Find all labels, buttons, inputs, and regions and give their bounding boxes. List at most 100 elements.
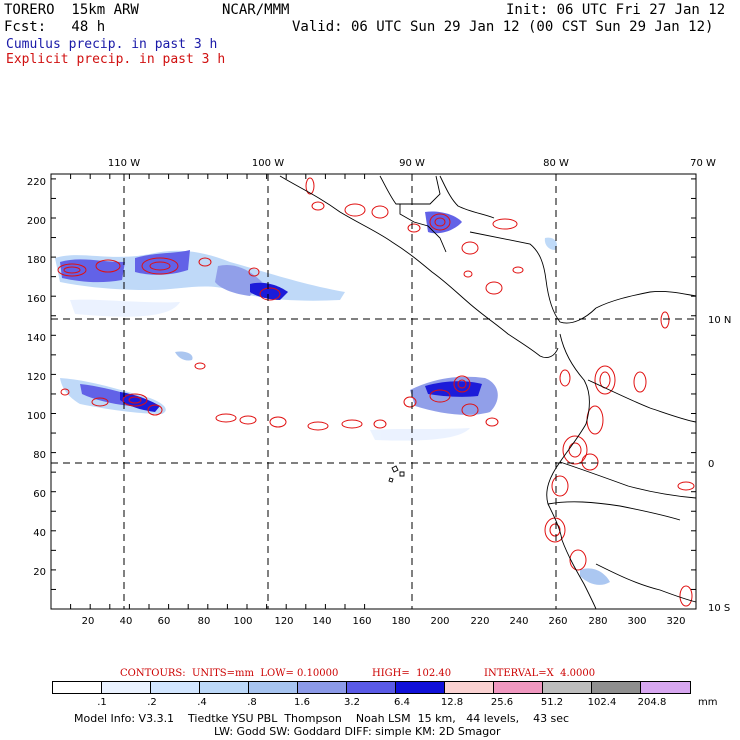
color-scale-level: 12.8	[440, 697, 464, 708]
color-swatch	[641, 682, 690, 693]
lon-label-90w: 90 W	[399, 158, 425, 169]
color-swatch	[151, 682, 200, 693]
color-scale-level: 204.8	[637, 697, 667, 708]
x-tick-label: 160	[352, 616, 371, 627]
x-tick-label: 120	[274, 616, 293, 627]
y-tick-label: 100	[27, 411, 46, 422]
x-tick-label: 200	[430, 616, 449, 627]
cumulus-precip-label: Cumulus precip. in past 3 h	[6, 37, 218, 52]
model-info-line1: Model Info: V3.3.1 Tiedtke YSU PBL Thomp…	[74, 712, 570, 725]
color-scale-level: .8	[247, 697, 257, 708]
color-swatch	[592, 682, 641, 693]
model-title: TORERO 15km ARW	[4, 2, 139, 18]
cumulus-spot-4	[580, 568, 610, 585]
graticule	[51, 174, 696, 609]
cumulus-core-1	[60, 259, 125, 283]
lon-label-100w: 100 W	[252, 158, 284, 169]
x-tick-label: 260	[548, 616, 567, 627]
borders-5	[595, 563, 697, 603]
x-tick-label: 80	[198, 616, 211, 627]
color-scale-unit: mm	[698, 697, 718, 708]
color-scale-level: 3.2	[344, 697, 360, 708]
latitude-labels: 10 N 0 10 S	[708, 315, 731, 614]
x-tick-label: 100	[233, 616, 252, 627]
color-scale-level: .2	[147, 697, 157, 708]
cumulus-core-7	[425, 381, 482, 397]
x-tick-label: 180	[391, 616, 410, 627]
south-america-west	[546, 333, 597, 610]
y-tick-label: 120	[27, 372, 46, 383]
borders-3	[559, 461, 697, 499]
y-tick-labels: 220 200 180 160 140 120 100 80 60 40 20	[27, 177, 46, 578]
lat-label-10n: 10 N	[708, 315, 731, 326]
honduras-caribbean	[469, 231, 547, 281]
x-tick-label: 280	[588, 616, 607, 627]
coastlines	[279, 175, 697, 610]
cumulus-spot-1	[175, 351, 193, 361]
explicit-precip-label: Explicit precip. in past 3 h	[6, 52, 226, 67]
color-scale-level: 102.4	[587, 697, 617, 708]
color-scale-level: 6.4	[394, 697, 410, 708]
longitude-labels: 110 W 100 W 90 W 80 W 70 W	[108, 158, 716, 169]
cumulus-core-4	[250, 282, 288, 300]
yucatan	[439, 175, 495, 219]
color-scale-level: .4	[197, 697, 207, 708]
color-scale-level: 1.6	[294, 697, 310, 708]
color-swatch	[494, 682, 543, 693]
color-swatch	[249, 682, 298, 693]
forecast-hour: Fcst: 48 h	[4, 19, 106, 35]
borders-1	[399, 204, 447, 253]
x-tick-label: 140	[312, 616, 331, 627]
color-swatch	[543, 682, 592, 693]
y-tick-label: 60	[33, 489, 46, 500]
x-tick-label: 240	[509, 616, 528, 627]
lon-label-80w: 80 W	[543, 158, 569, 169]
explicit-precip-contours	[57, 177, 695, 607]
x-tick-label: 40	[120, 616, 133, 627]
color-swatch	[53, 682, 102, 693]
valid-time: Valid: 06 UTC Sun 29 Jan 12 (00 CST Sun …	[292, 19, 714, 35]
galapagos	[388, 465, 405, 483]
lat-label-0: 0	[708, 459, 714, 470]
cumulus-spot-3	[544, 237, 557, 250]
lon-label-110w: 110 W	[108, 158, 140, 169]
color-swatch	[445, 682, 494, 693]
y-tick-label: 40	[33, 528, 46, 539]
color-scale-bar	[52, 681, 691, 694]
contours-units-low: CONTOURS: UNITS=mm LOW= 0.10000	[120, 668, 339, 679]
cumulus-light-2	[370, 428, 470, 441]
x-tick-labels: 20 40 60 80 100 120 140 160 180 200 220 …	[82, 616, 686, 627]
y-tick-marks	[51, 178, 696, 610]
x-tick-label: 20	[82, 616, 95, 627]
x-tick-marks	[50, 174, 366, 609]
lat-label-10s: 10 S	[708, 603, 730, 614]
color-scale-level: 51.2	[540, 697, 564, 708]
color-swatch	[298, 682, 347, 693]
lon-label-70w: 70 W	[690, 158, 716, 169]
contours-high: HIGH= 102.40	[372, 668, 452, 679]
color-swatch	[200, 682, 249, 693]
central-america-coast	[279, 175, 559, 359]
x-tick-label: 320	[666, 616, 685, 627]
organization-label: NCAR/MMM	[222, 2, 290, 18]
color-swatch	[102, 682, 151, 693]
y-tick-label: 160	[27, 294, 46, 305]
contours-interval: INTERVAL=X 4.0000	[484, 668, 596, 679]
color-scale-level: .1	[97, 697, 107, 708]
color-scale-level: 25.6	[490, 697, 514, 708]
y-tick-label: 140	[27, 333, 46, 344]
y-tick-label: 220	[27, 177, 46, 188]
color-swatch	[347, 682, 396, 693]
y-tick-label: 80	[33, 450, 46, 461]
gulf-coast	[379, 175, 441, 205]
cumulus-light-1	[70, 299, 180, 317]
panama	[545, 279, 597, 324]
y-tick-label: 180	[27, 255, 46, 266]
borders-4	[547, 501, 681, 521]
init-time: Init: 06 UTC Fri 27 Jan 12	[506, 2, 726, 18]
cumulus-spot-2	[425, 211, 462, 234]
color-swatch	[396, 682, 445, 693]
x-tick-label: 220	[470, 616, 489, 627]
model-info-line2: LW: Godd SW: Goddard DIFF: simple KM: 2D…	[214, 725, 501, 738]
